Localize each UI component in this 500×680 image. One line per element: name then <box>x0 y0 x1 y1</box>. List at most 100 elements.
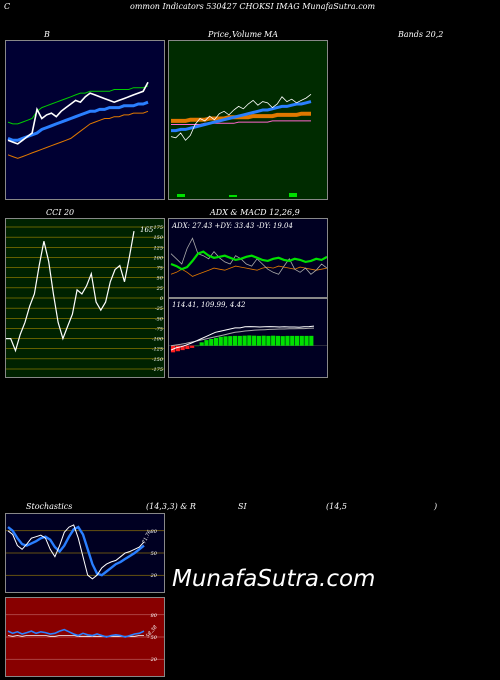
adx-minus-di-line <box>170 265 327 277</box>
rsi-panel: 80 50 20 58.38 <box>5 597 165 677</box>
stochastics-last-label: 71.76 <box>141 529 153 545</box>
rsi-tick-label: 50 <box>151 635 158 641</box>
cci-tick-label: -150 <box>152 357 164 363</box>
bollinger-series-line <box>7 100 149 142</box>
stochastics-label: Stochastics <box>26 502 73 511</box>
rsi-label: SI <box>238 502 247 511</box>
adx-values-text: ADX: 27.43 +DY: 33.43 -DY: 19.04 <box>171 222 293 230</box>
price-ma-chart <box>170 93 312 197</box>
macd-histogram-bar <box>228 336 233 346</box>
cci-line <box>6 230 135 353</box>
adx-line <box>170 250 327 271</box>
stochastics-k-line <box>7 524 145 580</box>
macd-histogram-bar <box>280 336 285 346</box>
macd-histogram-bar <box>266 335 271 346</box>
macd-histogram-bar <box>275 335 281 346</box>
price-label: Price, <box>208 30 232 39</box>
macd-histogram-bar <box>199 342 204 346</box>
stochastics-chart: 80 50 20 71.76 <box>6 524 164 580</box>
page-title: ommon Indicators 530427 CHOKSI IMAG Muna… <box>130 2 376 11</box>
rsi-line <box>7 628 145 638</box>
bollinger-series-line <box>7 85 149 125</box>
macd-histogram-bar <box>209 339 214 346</box>
macd-histogram-bar <box>237 335 242 346</box>
bollinger-panel <box>5 40 165 200</box>
volume-bar <box>177 194 185 197</box>
cci-tick-label: 125 <box>153 245 163 251</box>
price-ma-series-line <box>170 93 312 141</box>
cci-tick-label: -175 <box>152 367 163 373</box>
macd-histogram-bar <box>242 335 247 346</box>
macd-histogram-bar <box>204 340 209 346</box>
cci-tick-label: 175 <box>153 225 163 231</box>
bollinger-series-line <box>7 110 149 159</box>
cci-tick-label: -50 <box>155 316 164 322</box>
macd-histogram-bar <box>190 345 195 348</box>
ma-label: MA <box>264 30 278 39</box>
cci-chart: 175 150 125 100 75 50 25 0 -25 -50 -75 -100 -125 -150… <box>6 225 164 373</box>
cci-tick-label: 100 <box>153 255 163 261</box>
cci-tick-label: 25 <box>156 286 163 292</box>
price-ma-series-line <box>171 120 311 125</box>
rsi-tick-label: 80 <box>151 613 158 619</box>
macd-histogram-bar <box>261 335 266 346</box>
stochastics-tick-label: 20 <box>150 573 158 579</box>
macd-histogram-bar <box>223 336 228 346</box>
bollinger-series-line <box>7 81 149 145</box>
adx-plus-di-line <box>170 237 327 275</box>
macd-histogram-bar <box>194 345 199 347</box>
macd-histogram-bar <box>180 345 185 351</box>
volume-label: Volume <box>232 30 262 39</box>
cci-tick-label: -100 <box>152 337 164 343</box>
macd-histogram-bar <box>247 335 252 346</box>
macd-histogram-bar <box>252 335 257 346</box>
macd-histogram-bar <box>256 335 261 346</box>
rsi-params-label: (14,5 <box>326 502 347 511</box>
macd-histogram-bar <box>285 335 290 346</box>
stochastics-d-line <box>7 525 145 577</box>
macd-values-text: 114.41, 109.99, 4.42 <box>172 301 246 309</box>
macd-histogram-bar <box>294 335 300 346</box>
macd-chart: 114.41, 109.99, 4.42 <box>169 301 327 353</box>
bb-label: B <box>44 30 50 39</box>
cci-tick-label: 150 <box>153 235 163 241</box>
macd-panel: 114.41, 109.99, 4.42 <box>168 298 328 378</box>
stochastics-tick-label: 80 <box>151 529 158 535</box>
macd-histogram-bar <box>185 345 190 349</box>
macd-histogram-bar <box>309 335 314 346</box>
cci-tick-label: 75 <box>157 266 163 272</box>
rsi-close-label: ) <box>434 502 438 511</box>
cci-tick-label: -125 <box>152 347 163 353</box>
macd-histogram-bar <box>175 345 180 352</box>
stochastics-panel: 80 50 20 71.76 <box>5 513 165 593</box>
price-ma-series-line <box>171 111 311 123</box>
macd-histogram-bar <box>290 335 295 346</box>
cci-tick-label: 0 <box>160 296 164 302</box>
adx-panel: ADX: 27.43 +DY: 33.43 -DY: 19.04 <box>168 218 328 298</box>
bollinger-chart <box>7 81 149 159</box>
macd-histogram-bar <box>271 335 276 346</box>
adx-chart: ADX: 27.43 +DY: 33.43 -DY: 19.04 <box>170 222 327 277</box>
cci-tick-label: -75 <box>155 326 163 332</box>
macd-histogram-bar <box>299 335 304 346</box>
cci-label: CCI 20 <box>46 208 75 217</box>
cci-tick-label: -25 <box>155 306 163 312</box>
rsi-tick-label: 20 <box>150 657 158 663</box>
price-panel <box>168 40 328 200</box>
stochastics-params-label: (14,3,3) & R <box>146 502 196 511</box>
cci-tick-label: 50 <box>157 276 164 282</box>
macd-histogram-bar <box>213 337 219 346</box>
stochastics-tick-label: 50 <box>151 551 158 557</box>
macd-histogram-bar <box>304 335 309 346</box>
adx-macd-label: ADX & MACD 12,26,9 <box>210 208 300 217</box>
volume-bar <box>289 193 297 197</box>
macd-histogram-bar <box>232 335 238 346</box>
c-label: C <box>4 2 11 11</box>
macd-line <box>170 325 315 351</box>
macd-histogram-bar <box>218 336 223 346</box>
cci-panel: 175 150 125 100 75 50 25 0 -25 -50 -75 -100 -125 -150… <box>5 218 165 378</box>
volume-bar <box>229 195 237 197</box>
watermark: MunafaSutra.com <box>172 566 376 592</box>
bands-label: Bands 20,2 <box>398 30 444 39</box>
